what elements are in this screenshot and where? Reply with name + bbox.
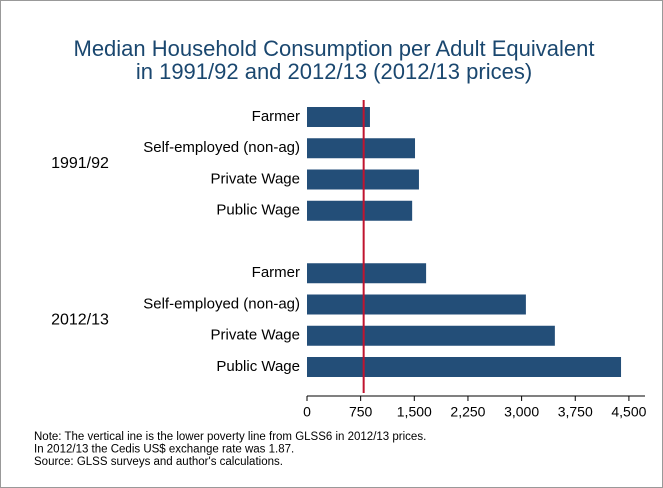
- group-label: 1991/92: [51, 155, 109, 172]
- note: Source: GLSS surveys and author's calcul…: [34, 456, 283, 468]
- x-tick-label: 750: [349, 404, 373, 420]
- bar: [307, 325, 555, 346]
- category-label: Private Wage: [211, 327, 300, 344]
- category-label: Public Wage: [216, 358, 300, 375]
- chart-title: in 1991/92 and 2012/13 (2012/13 prices): [136, 59, 532, 84]
- note: Note: The vertical ine is the lower pove…: [34, 431, 426, 443]
- bar: [307, 357, 622, 377]
- x-tick-label: 3,000: [504, 404, 539, 420]
- category-label: Self-employed (non-ag): [143, 295, 300, 312]
- bar: [307, 138, 416, 159]
- chart-title: Median Household Consumption per Adult E…: [74, 36, 595, 61]
- category-label: Farmer: [252, 264, 300, 281]
- category-label: Farmer: [252, 108, 300, 125]
- x-tick-label: 4,500: [611, 404, 646, 420]
- note: In 2012/13 the Cedis US$ exchange rate w…: [34, 444, 294, 456]
- category-label: Public Wage: [216, 202, 300, 219]
- x-tick-label: 1,500: [397, 404, 432, 420]
- group-label: 2012/13: [51, 311, 109, 328]
- x-tick-label: 0: [303, 404, 311, 420]
- category-label: Self-employed (non-ag): [143, 139, 300, 156]
- category-label: Private Wage: [211, 170, 300, 187]
- bar: [307, 200, 413, 221]
- x-tick-label: 2,250: [450, 404, 485, 420]
- bar: [307, 107, 370, 127]
- bar: [307, 294, 526, 315]
- x-tick-label: 3,750: [558, 404, 593, 420]
- bar: [307, 263, 427, 284]
